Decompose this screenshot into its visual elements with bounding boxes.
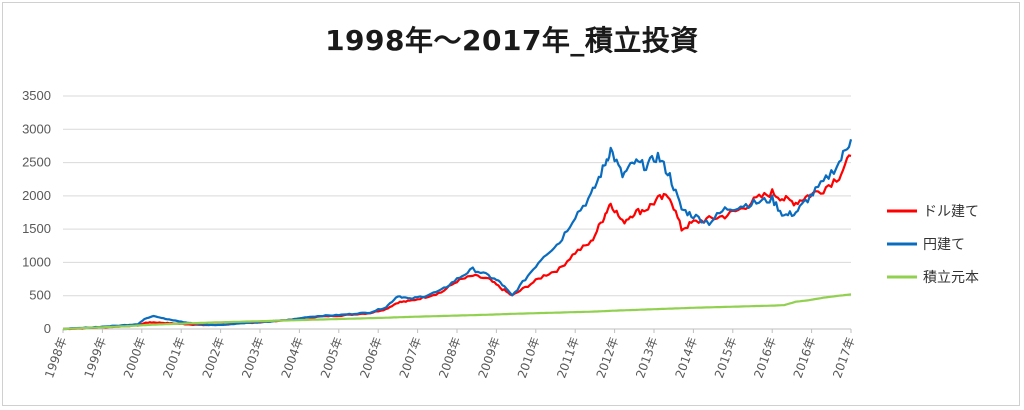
y-tick-label: 1000 [22, 254, 51, 269]
y-tick-label: 1500 [22, 221, 51, 236]
y-tick-label: 3000 [22, 121, 51, 136]
x-tick-label: 1999年 [82, 335, 110, 380]
x-tick-label: 2005年 [318, 335, 346, 380]
x-tick-label: 2002年 [200, 335, 228, 380]
x-tick-label: 2007年 [397, 335, 425, 380]
x-tick-label: 2012年 [594, 335, 622, 380]
x-tick-label: 1998年 [42, 335, 70, 380]
x-tick-label: 2006年 [357, 335, 385, 380]
x-tick-label: 2000年 [121, 335, 149, 380]
y-tick-label: 2000 [22, 188, 51, 203]
x-tick-label: 2015年 [712, 335, 740, 380]
y-tick-label: 500 [29, 288, 51, 303]
x-axis: 1998年 1999年 2000年 2001年 2002年 2003年 2004年 2005年… [42, 329, 858, 380]
chart-title: 1998年～2017年_積立投資 [325, 24, 699, 57]
grid-lines [63, 95, 851, 330]
series-line-2 [63, 139, 853, 331]
x-tick-label: 2013年 [633, 335, 661, 380]
chart-frame: 1998年～2017年_積立投資 0 500 1000 1500 2000 2500 300… [2, 2, 1020, 406]
x-tick-label: 2016年 [751, 335, 779, 380]
x-tick-label: 2001年 [160, 335, 188, 380]
x-tick-label: 2011年 [554, 335, 582, 380]
line-chart: 0 500 1000 1500 2000 2500 3000 3500 1998年 1999年 2… [22, 88, 979, 380]
legend-label: 積立元本 [923, 270, 979, 286]
x-tick-label: 2014年 [673, 335, 701, 380]
series-line-1 [62, 154, 852, 331]
x-tick-label: 2009年 [476, 335, 504, 380]
x-tick-label: 2016年 [791, 335, 819, 380]
x-tick-label: 2003年 [239, 335, 267, 380]
y-tick-label: 0 [44, 321, 51, 336]
y-tick-label: 2500 [22, 155, 51, 170]
legend-label: ドル建て [923, 204, 979, 220]
series-line-3 [62, 293, 852, 331]
x-tick-label: 2010年 [515, 335, 543, 380]
legend-label: 円建て [923, 237, 965, 253]
y-axis: 0 500 1000 1500 2000 2500 3000 3500 [22, 88, 51, 336]
x-tick-label: 2004年 [279, 335, 307, 380]
x-tick-label: 2017年 [830, 335, 858, 380]
series-lines [62, 139, 853, 331]
x-tick-label: 2008年 [436, 335, 464, 380]
y-tick-label: 3500 [22, 88, 51, 103]
